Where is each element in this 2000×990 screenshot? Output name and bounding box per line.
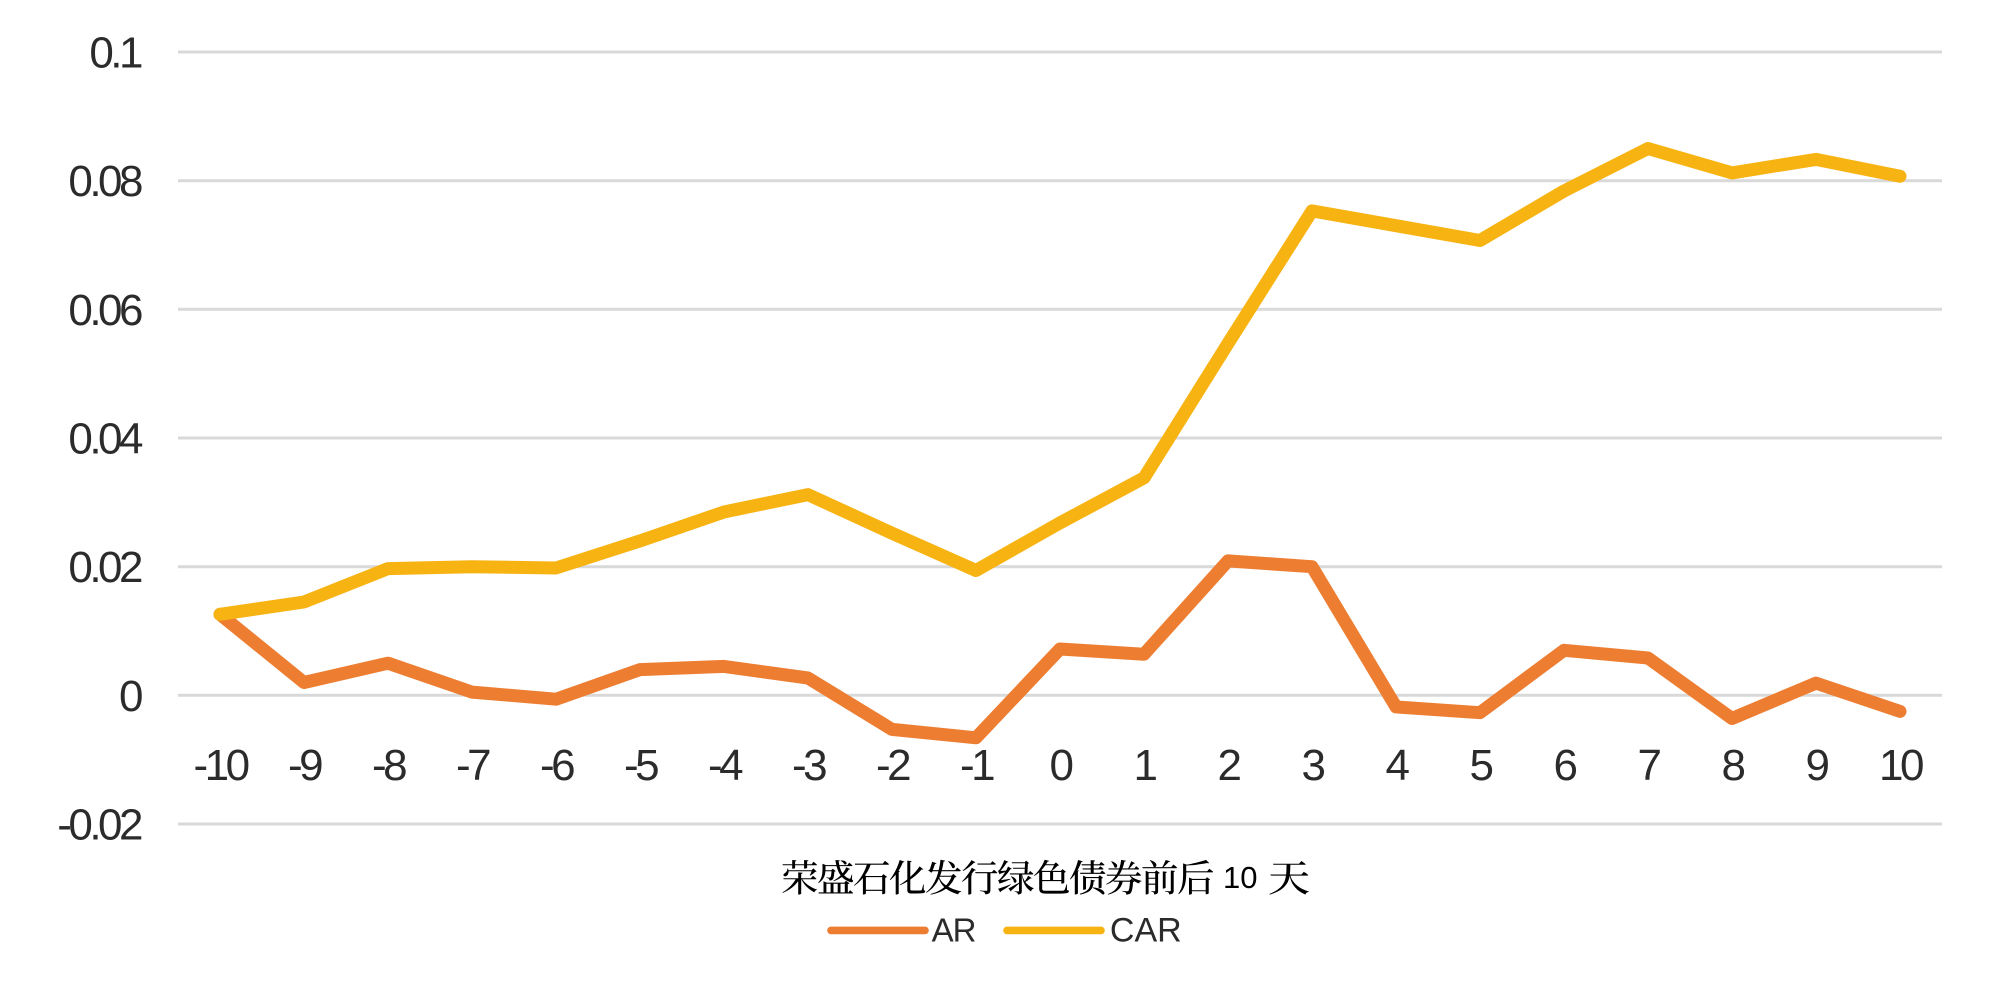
svg-text:2: 2 [1218,741,1241,790]
svg-text:0.02: 0.02 [68,543,142,592]
svg-text:0: 0 [119,672,142,721]
svg-text:9: 9 [1806,741,1829,790]
svg-text:-9: -9 [288,741,322,790]
svg-text:3: 3 [1302,741,1325,790]
svg-text:8: 8 [1722,741,1745,790]
svg-text:0.06: 0.06 [68,286,142,335]
svg-text:7: 7 [1638,741,1661,790]
svg-text:-8: -8 [372,741,406,790]
svg-text:AR: AR [932,912,976,949]
svg-text:1: 1 [1134,741,1157,790]
svg-text:-10: -10 [193,741,248,790]
svg-text:10: 10 [1879,741,1923,790]
svg-text:4: 4 [1386,741,1410,790]
svg-text:-6: -6 [540,741,574,790]
svg-text:CAR: CAR [1110,912,1182,950]
svg-text:0.1: 0.1 [89,29,142,78]
svg-text:-2: -2 [876,741,910,790]
svg-text:0.04: 0.04 [68,415,143,464]
svg-text:-3: -3 [792,741,826,790]
svg-text:-4: -4 [708,741,743,790]
svg-text:0: 0 [1050,741,1073,790]
svg-text:6: 6 [1554,741,1577,790]
svg-text:-1: -1 [960,741,994,790]
svg-text:5: 5 [1470,741,1493,790]
svg-text:0.08: 0.08 [68,157,142,206]
svg-text:-5: -5 [624,741,658,790]
svg-text:-7: -7 [456,741,490,790]
svg-text:-0.02: -0.02 [57,801,142,850]
svg-text:10: 10 [1223,860,1257,895]
